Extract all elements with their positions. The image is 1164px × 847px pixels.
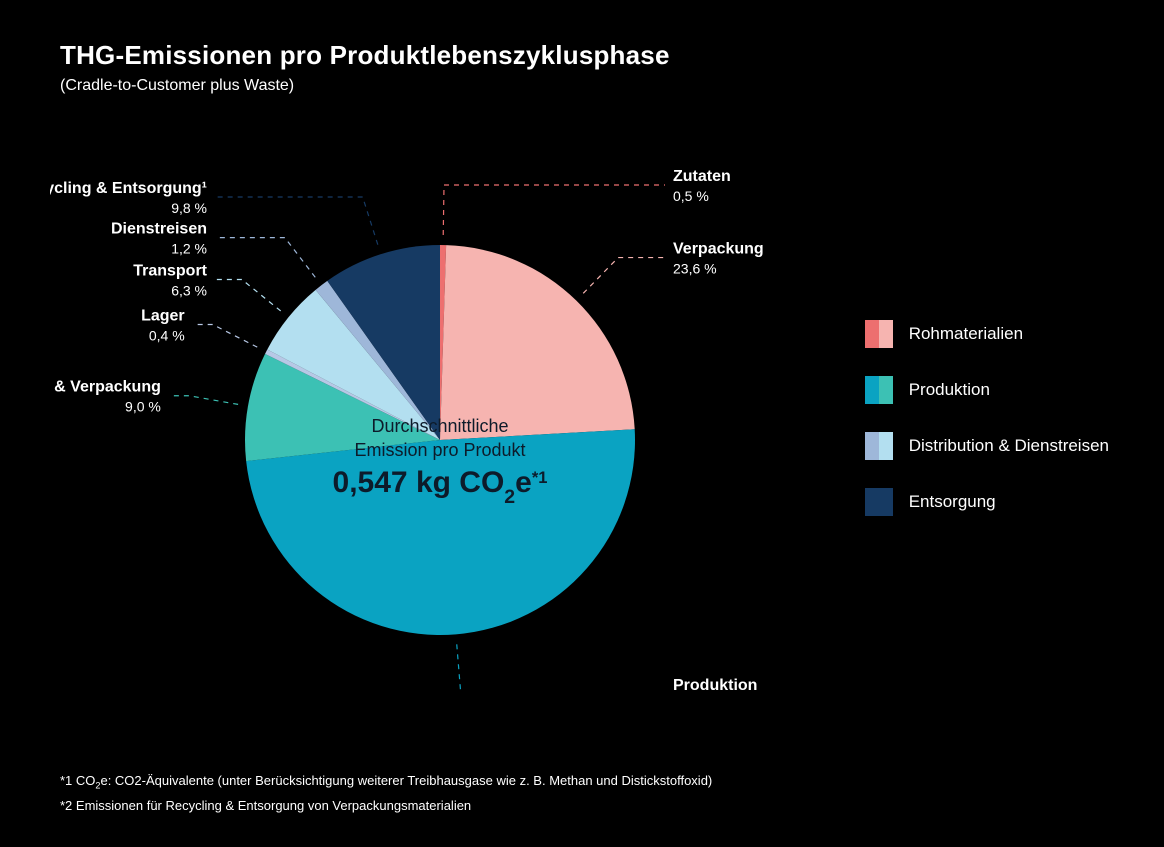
label-sub-recycling: 9,8 % <box>171 200 207 216</box>
legend-item-1: Produktion <box>865 376 1109 404</box>
label-sub-verpackung: 23,6 % <box>673 261 717 277</box>
legend-swatch-1 <box>865 376 893 404</box>
svg-text:Durchschnittliche: Durchschnittliche <box>371 416 508 436</box>
leader-lager <box>193 324 258 347</box>
footnotes: *1 CO2e: CO2-Äquivalente (unter Berücksi… <box>60 771 712 817</box>
label-title-transport: Transport <box>133 262 207 279</box>
leader-produktion <box>457 644 665 690</box>
leader-abfuellung <box>169 396 238 405</box>
footnote-1: *1 CO2e: CO2-Äquivalente (unter Berücksi… <box>60 771 712 793</box>
leader-zutaten <box>443 185 665 235</box>
slice-produktion <box>246 429 635 635</box>
legend-swatch-3 <box>865 488 893 516</box>
label-sub-lager: 0,4 % <box>149 327 185 343</box>
svg-text:Emission pro Produkt: Emission pro Produkt <box>354 440 525 460</box>
label-title-recycling: Recycling & Entsorgung¹ <box>50 180 207 197</box>
leader-dienstreise <box>215 238 315 278</box>
label-sub-dienstreise: 1,2 % <box>171 241 207 257</box>
title-sub: (Cradle-to-Customer plus Waste) <box>60 77 670 95</box>
label-sub-abfuellung: 9,0 % <box>125 399 161 415</box>
legend-label-2: Distribution & Dienstreisen <box>909 435 1109 458</box>
legend-item-3: Entsorgung <box>865 488 1109 516</box>
legend-item-2: Distribution & Dienstreisen <box>865 432 1109 460</box>
legend-label-3: Entsorgung <box>909 491 996 514</box>
label-sub-zutaten: 0,5 % <box>673 188 709 204</box>
legend-swatch-2 <box>865 432 893 460</box>
label-title-lager: Lager <box>141 307 185 324</box>
legend-item-0: Rohmaterialien <box>865 320 1109 348</box>
legend-label-0: Rohmaterialien <box>909 323 1023 346</box>
title-block: THG-Emissionen pro Produktlebenszyklusph… <box>60 40 670 95</box>
leader-recycling <box>215 197 378 245</box>
title-main: THG-Emissionen pro Produktlebenszyklusph… <box>60 40 670 71</box>
label-sub-transport: 6,3 % <box>171 282 207 298</box>
footnote-2: *2 Emissionen für Recycling & Entsorgung… <box>60 796 712 816</box>
label-title-verpackung: Verpackung <box>673 241 764 258</box>
label-title-produktion: Produktion <box>673 677 757 690</box>
legend: Rohmaterialien Produktion Distribution & D… <box>865 320 1109 544</box>
legend-label-1: Produktion <box>909 379 990 402</box>
legend-swatch-0 <box>865 320 893 348</box>
label-title-zutaten: Zutaten <box>673 168 731 185</box>
slice-verpackung <box>440 245 635 440</box>
pie-chart: Zutaten0,5 %Verpackung23,6 %Produktion49… <box>50 130 830 690</box>
leader-transport <box>215 279 281 310</box>
label-title-abfuellung: Abfüllung & Verpackung <box>50 379 161 396</box>
leader-verpackung <box>583 258 665 294</box>
label-title-dienstreise: Dienstreisen <box>111 221 207 238</box>
